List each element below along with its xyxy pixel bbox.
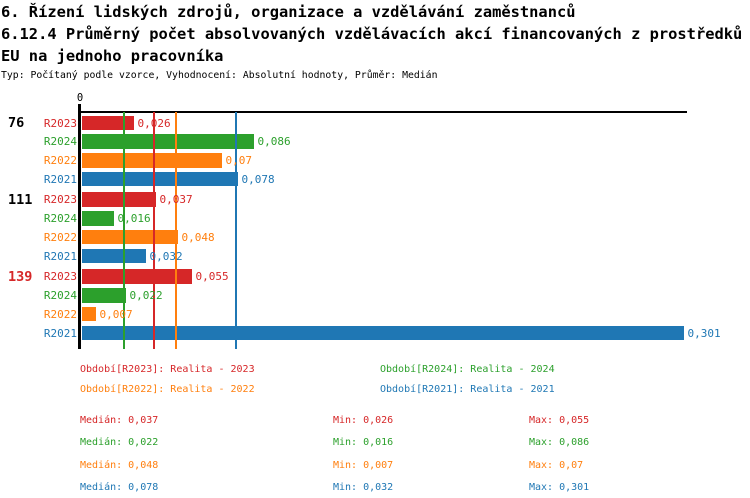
bar-r2023-group-76 xyxy=(81,115,134,130)
stat-median-r2023: Medián: 0,037 xyxy=(80,414,159,426)
series-tick-label-r2022: R2022 xyxy=(43,230,77,244)
bar-r2024-group-139 xyxy=(81,288,126,303)
legend-item-r2023: Období[R2023]: Realita - 2023 xyxy=(80,364,255,375)
bar-value-label: 0,032 xyxy=(149,249,183,263)
series-tick-label-r2022: R2022 xyxy=(43,307,77,321)
page-title-line1: 6. Řízení lidských zdrojů, organizace a … xyxy=(1,3,576,21)
bar-r2021-group-111 xyxy=(81,248,146,264)
group-label-76: 76 xyxy=(8,115,25,131)
bar-value-label: 0,016 xyxy=(117,212,151,226)
stat-min-r2021: Min: 0,032 xyxy=(333,482,394,493)
page-title-line3: EU na jednoho pracovníka xyxy=(1,47,224,65)
series-tick-label-r2023: R2023 xyxy=(43,270,77,284)
bar-r2022-group-76 xyxy=(81,153,222,168)
bar-r2022-group-139 xyxy=(81,306,96,322)
bar-r2024-group-76 xyxy=(81,134,254,149)
series-tick-label-r2023: R2023 xyxy=(43,116,77,130)
series-tick-label-r2024: R2024 xyxy=(43,289,77,303)
x-axis-line xyxy=(80,111,687,113)
group-label-139: 139 xyxy=(8,268,33,285)
stat-median-r2021: Medián: 0,078 xyxy=(80,482,159,493)
group-label-111: 111 xyxy=(8,191,33,208)
stat-min-r2023: Min: 0,026 xyxy=(333,414,394,426)
bar-value-label: 0,007 xyxy=(99,307,133,321)
legend-item-r2022: Období[R2022]: Realita - 2022 xyxy=(80,384,255,395)
median-line-r2023 xyxy=(153,112,155,349)
stat-min-r2022: Min: 0,007 xyxy=(333,459,394,471)
median-line-r2021 xyxy=(235,112,237,349)
bar-r2023-group-111 xyxy=(81,192,156,207)
series-tick-label-r2022: R2022 xyxy=(43,154,77,168)
page-title-line2: 6.12.4 Průměrný počet absolvovaných vzdě… xyxy=(1,25,743,43)
stat-max-r2021: Max: 0,301 xyxy=(529,482,590,493)
bar-value-label: 0,078 xyxy=(241,172,275,186)
stat-max-r2023: Max: 0,055 xyxy=(529,414,590,426)
series-tick-label-r2021: R2021 xyxy=(43,326,77,340)
stat-median-r2024: Medián: 0,022 xyxy=(80,437,159,448)
median-line-r2022 xyxy=(175,112,177,349)
bar-r2021-group-139 xyxy=(81,325,684,341)
bar-value-label: 0,086 xyxy=(257,135,291,149)
bar-value-label: 0,037 xyxy=(159,193,193,207)
y-axis-line xyxy=(78,104,81,349)
stat-median-r2022: Medián: 0,048 xyxy=(80,459,159,471)
bar-value-label: 0,026 xyxy=(137,116,171,130)
bar-value-label: 0,048 xyxy=(181,230,215,244)
series-tick-label-r2023: R2023 xyxy=(43,193,77,207)
stat-max-r2024: Max: 0,086 xyxy=(529,437,590,448)
bar-r2022-group-111 xyxy=(81,229,178,245)
bar-r2021-group-76 xyxy=(81,171,238,187)
median-line-r2024 xyxy=(123,112,125,349)
bar-value-label: 0,022 xyxy=(129,289,163,303)
series-tick-label-r2021: R2021 xyxy=(43,249,77,263)
bar-value-label: 0,301 xyxy=(687,326,721,340)
chart-subtitle: Typ: Počítaný podle vzorce, Vyhodnocení:… xyxy=(1,70,438,81)
series-tick-label-r2024: R2024 xyxy=(43,135,77,149)
stat-min-r2024: Min: 0,016 xyxy=(333,437,394,448)
legend-item-r2024: Období[R2024]: Realita - 2024 xyxy=(380,364,555,375)
series-tick-label-r2024: R2024 xyxy=(43,212,77,226)
stat-max-r2022: Max: 0,07 xyxy=(529,459,584,471)
bar-r2023-group-139 xyxy=(81,269,192,284)
bar-value-label: 0,055 xyxy=(195,270,229,284)
series-tick-label-r2021: R2021 xyxy=(43,172,77,186)
x-axis-zero-tick-label: 0 xyxy=(76,92,84,104)
bar-value-label: 0,07 xyxy=(225,154,253,168)
legend-item-r2021: Období[R2021]: Realita - 2021 xyxy=(380,384,555,395)
bar-r2024-group-111 xyxy=(81,211,114,226)
